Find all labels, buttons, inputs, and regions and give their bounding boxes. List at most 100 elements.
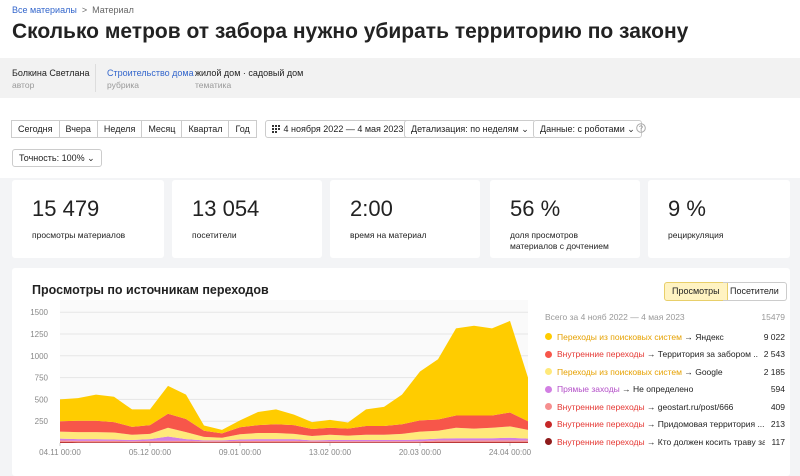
legend-detail: → geostart.ru/post/666 (646, 401, 734, 412)
legend-swatch (545, 333, 552, 341)
legend-row[interactable]: Внутренние переходы → geostart.ru/post/6… (545, 398, 785, 416)
legend-header: Всего за 4 нояб 2022 — 4 мая 2023 15479 (545, 312, 785, 328)
legend-value: 117 (771, 436, 785, 447)
legend-text: Внутренние переходы → geostart.ru/post/6… (557, 402, 765, 412)
legend-row[interactable]: Прямые заходы → Не определено 594 (545, 381, 785, 399)
y-tick-label: 1250 (30, 330, 48, 339)
period-button[interactable]: Вчера (58, 120, 98, 138)
y-tick-label: 500 (35, 395, 49, 404)
legend-detail: → Придомовая территория ... (646, 419, 765, 430)
breadcrumb: Все материалы > Материал (12, 5, 134, 15)
legend-detail: → Кто должен косить траву за забором (646, 436, 766, 447)
x-tick-label: 24.04 00:00 (489, 448, 532, 457)
date-button[interactable]: 4 ноября 2022 — 4 мая 2023 (265, 120, 411, 138)
legend-detail: → Не определено (622, 384, 694, 395)
calendar-icon (272, 125, 280, 133)
legend-source: Внутренние переходы (557, 436, 645, 447)
legend-swatch (545, 350, 552, 358)
select-text: Точность: 100% (19, 153, 85, 163)
y-tick-label: 750 (35, 374, 49, 383)
legend-swatch (545, 420, 552, 428)
legend-source: Переходы из поисковых систем (557, 331, 682, 342)
breadcrumb-current: Материал (92, 5, 134, 15)
stat-value: 15 479 (32, 196, 100, 221)
period-button[interactable]: Месяц (141, 120, 183, 138)
breadcrumb-sep: > (81, 5, 88, 15)
meta-label: автор (12, 80, 35, 90)
legend-text: Внутренние переходы → Придомовая террито… (557, 419, 765, 429)
stat-value: 9 % (668, 196, 706, 221)
help-icon[interactable]: ? (636, 123, 646, 133)
select-text: Детализация: по неделям (411, 124, 519, 134)
legend-text: Внутренние переходы → Территория за забо… (557, 349, 758, 359)
area-series (60, 436, 528, 442)
page-title: Сколько метров от забора нужно убирать т… (12, 20, 689, 43)
period-button[interactable]: Квартал (181, 120, 230, 138)
legend-swatch (545, 368, 552, 376)
date-range: 4 ноября 2022 — 4 мая 2023 (283, 124, 404, 134)
legend-text: Переходы из поисковых систем → Яндекс (557, 332, 758, 342)
stat-card: 15 479 просмотры материалов (12, 180, 164, 258)
legend-value: 2 185 (763, 366, 785, 377)
legend-row[interactable]: Внутренние переходы → Территория за забо… (545, 346, 785, 364)
legend-row[interactable]: Переходы из поисковых систем → Яндекс 9 0… (545, 328, 785, 346)
breadcrumb-link[interactable]: Все материалы (12, 5, 77, 15)
legend-value: 9 022 (763, 331, 785, 342)
legend-value: 409 (770, 401, 785, 412)
data-select[interactable]: Данные: с роботами ⌄ (533, 120, 642, 138)
legend-text: Внутренние переходы → Кто должен косить … (557, 437, 765, 447)
area-series (60, 426, 528, 441)
legend-source: Прямые заходы (557, 384, 620, 395)
legend-swatch (545, 438, 552, 446)
detail-select[interactable]: Детализация: по неделям ⌄ (404, 120, 536, 138)
stat-value: 56 % (510, 196, 561, 221)
chart-title: Просмотры по источникам переходов (32, 283, 269, 297)
x-tick-label: 20.03 00:00 (399, 448, 442, 457)
stat-card: 56 % доля просмотров материалов с дочтени… (490, 180, 640, 258)
legend-row[interactable]: Переходы из поисковых систем → Google 2 1… (545, 363, 785, 381)
meta-label: тематика (195, 80, 232, 90)
y-tick-label: 1000 (30, 352, 48, 361)
x-tick-label: 05.12 00:00 (129, 448, 172, 457)
legend-swatch (545, 385, 552, 393)
meta-value[interactable]: Строительство дома (107, 68, 194, 78)
legend-row[interactable]: Внутренние переходы → Кто должен косить … (545, 433, 785, 451)
x-tick-label: 13.02 00:00 (309, 448, 352, 457)
divider (95, 64, 96, 92)
toggle-button[interactable]: Просмотры (664, 282, 728, 301)
legend: Всего за 4 нояб 2022 — 4 мая 2023 15479 П… (545, 312, 785, 451)
stat-value: 2:00 (350, 196, 393, 221)
stat-card: 13 054 посетители (172, 180, 322, 258)
legend-row[interactable]: Внутренние переходы → Придомовая террито… (545, 416, 785, 434)
stat-card: 2:00 время на материал (330, 180, 480, 258)
stat-label: посетители (192, 230, 237, 240)
legend-source: Внутренние переходы (557, 419, 645, 430)
toolbar: Сегодня Вчера Неделя Месяц Квартал Год 4 нояб… (0, 98, 800, 178)
stat-label: рециркуляция (668, 230, 724, 240)
toggle-button[interactable]: Посетители (723, 282, 787, 301)
meta-item: жилой дом · садовый дом тематика (195, 68, 303, 90)
stat-label: просмотры материалов (32, 230, 126, 240)
period-button[interactable]: Сегодня (11, 120, 60, 138)
legend-swatch (545, 403, 552, 411)
y-tick-label: 1500 (30, 308, 48, 317)
legend-text: Переходы из поисковых систем → Google (557, 367, 758, 377)
legend-source: Переходы из поисковых систем (557, 366, 682, 377)
period-button[interactable]: Неделя (96, 120, 143, 138)
select-text: Данные: с роботами (540, 124, 625, 134)
header (0, 0, 800, 58)
legend-source: Внутренние переходы (557, 349, 645, 360)
legend-total: 15479 (761, 312, 785, 322)
meta-bar: Болкина Светлана автор Строительство дома… (0, 58, 800, 98)
accuracy-select[interactable]: Точность: 100% ⌄ (12, 149, 102, 167)
area-series (60, 320, 528, 434)
legend-value: 594 (770, 384, 785, 395)
meta-item: Болкина Светлана автор (12, 68, 89, 90)
period-button[interactable]: Год (228, 120, 257, 138)
period-group: Сегодня Вчера Неделя Месяц Квартал Год (11, 120, 257, 138)
meta-item: Строительство дома рубрика (107, 68, 194, 90)
legend-value: 2 543 (763, 349, 785, 360)
meta-value: Болкина Светлана (12, 68, 90, 78)
